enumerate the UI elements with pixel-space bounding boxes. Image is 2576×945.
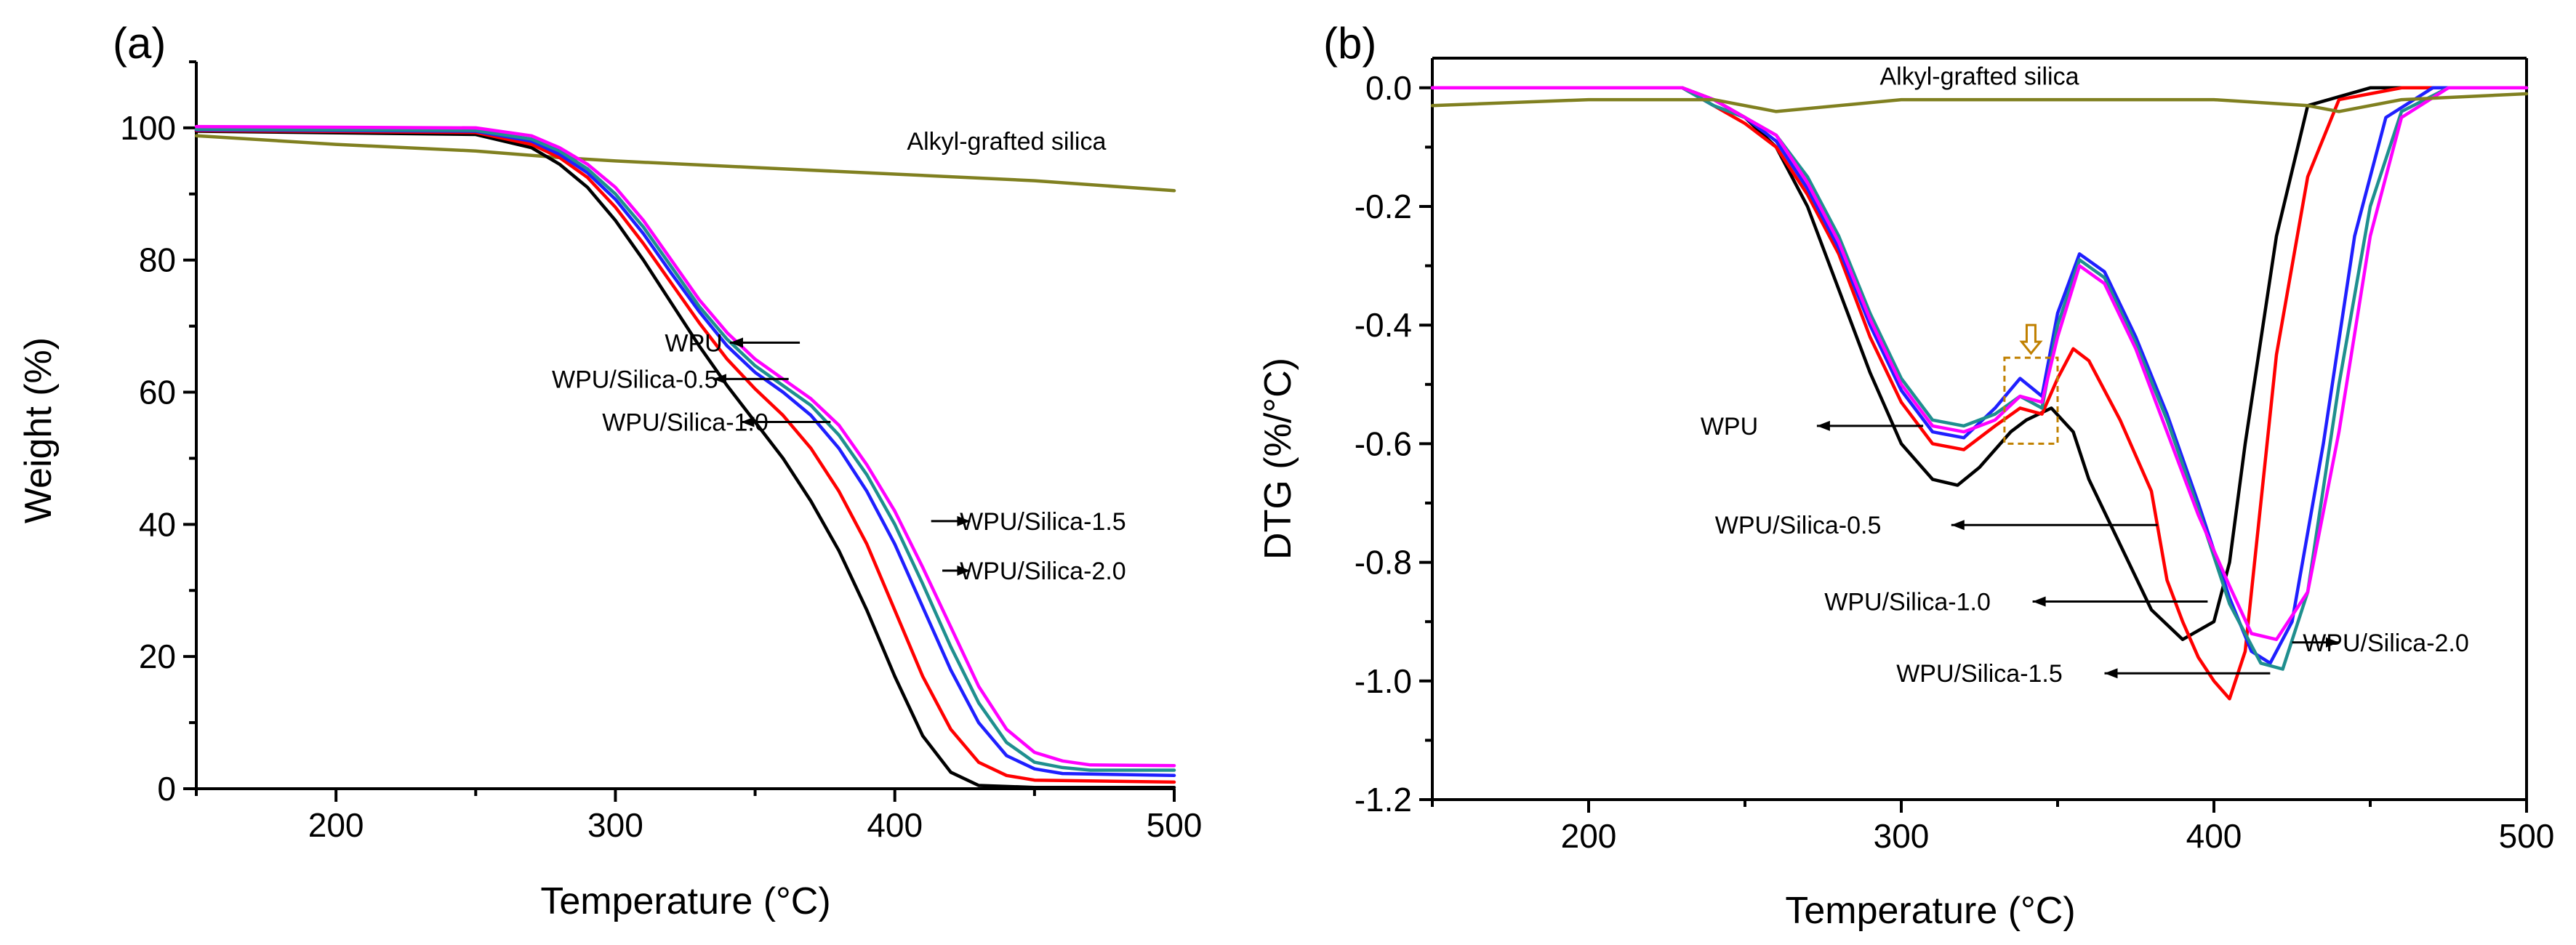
panel-b-series-wpu [1430, 86, 2529, 641]
panel-b-series-alkyl-grafted-silica [1430, 92, 2529, 113]
panel-a-annotation-label: WPU [665, 329, 722, 357]
panel-b-highlight-box [2003, 356, 2059, 445]
panel-a-y-tick-label: 40 [139, 505, 176, 543]
panel-b-series-wpu-silica-1-5 [1430, 86, 2529, 671]
panel-b-series-wpu-silica-1-0 [1430, 86, 2529, 665]
panel-a-weight-chart: (a) Temperature (°C) Weight (%) 200 300 40… [17, 19, 1202, 922]
panel-a-series-wpu [194, 129, 1176, 789]
panel-a-arrowhead-icon [713, 374, 726, 385]
panel-b-x-tick-label: 500 [2499, 817, 2555, 855]
panel-b-y-tick-label: -0.8 [1355, 544, 1412, 582]
panel-b-y-tick-label: -0.4 [1355, 306, 1412, 344]
panel-b-annotation-label: WPU [1701, 413, 1758, 441]
panel-b-arrowhead-icon [2326, 637, 2339, 648]
panel-b-x-tick-label: 400 [2186, 817, 2242, 855]
panel-b-series-wpu-silica-2-0 [1430, 86, 2529, 641]
panel-a-series-alkyl-grafted-silica [194, 134, 1176, 193]
panel-a-x-tick-label: 300 [587, 806, 643, 844]
panel-a-x-axis-title: Temperature (°C) [540, 880, 830, 922]
panel-b-y-tick-label: -1.2 [1355, 781, 1412, 819]
panel-b-x-tick-label: 300 [1874, 817, 1930, 855]
panel-a-arrowhead-icon [729, 337, 743, 348]
panel-a-arrowhead-icon [957, 566, 971, 576]
panel-a-annotation-label: WPU/Silica-1.5 [960, 508, 1126, 536]
panel-b-arrowhead-icon [2032, 596, 2046, 607]
panel-b-y-tick-label: -0.6 [1355, 425, 1412, 462]
panel-a-y-tick-label: 60 [139, 374, 176, 411]
panel-b-x-axis-title: Temperature (°C) [1785, 890, 2075, 932]
panel-a-series-wpu-silica-1-0 [194, 128, 1176, 778]
panel-a-label: (a) [113, 19, 166, 68]
panel-a-annotation-label: Alkyl-grafted silica [907, 128, 1106, 156]
panel-a-annotation-label: WPU/Silica-1.0 [602, 409, 769, 436]
panel-a-series-wpu-silica-0-5 [194, 129, 1176, 784]
panel-b-y-tick-label: -1.0 [1355, 662, 1412, 700]
panel-a-annotation-label: WPU/Silica-0.5 [552, 366, 718, 393]
panel-b-series-wpu-silica-0-5 [1430, 86, 2529, 701]
panel-b-arrowhead-icon [2104, 668, 2118, 679]
panel-b-annotation-label: WPU/Silica-2.0 [2303, 630, 2469, 657]
panel-b-annotation-label: WPU/Silica-1.0 [1824, 588, 1991, 616]
panel-b-y-tick-label: -0.2 [1355, 188, 1412, 225]
panel-a-arrowhead-icon [741, 417, 755, 427]
panel-b-y-axis-title: DTG (%/°C) [1257, 358, 1299, 560]
panel-a-y-tick-label: 0 [157, 770, 176, 808]
panel-a-series-wpu-silica-2-0 [194, 124, 1176, 768]
panel-a-y-tick-label: 80 [139, 241, 176, 279]
panel-a-y-tick-label: 100 [120, 109, 176, 147]
panel-a-annotation-label: WPU/Silica-2.0 [960, 558, 1126, 585]
panel-a-x-tick-label: 500 [1147, 806, 1203, 844]
panel-b-arrowhead-icon [1951, 520, 1965, 531]
panel-b-x-tick-label: 200 [1561, 817, 1617, 855]
panel-b-annotation-label: WPU/Silica-1.5 [1896, 660, 2063, 688]
panel-a-arrowhead-icon [957, 515, 971, 526]
panel-a-x-tick-label: 200 [308, 806, 364, 844]
panel-a-series-wpu-silica-1-5 [194, 127, 1176, 772]
panel-a-y-tick-label: 20 [139, 638, 176, 675]
panel-a-y-axis-title: Weight (%) [17, 337, 60, 523]
panel-b-annotation-label: Alkyl-grafted silica [1880, 63, 2079, 90]
panel-a-x-tick-label: 400 [867, 806, 923, 844]
panel-b-down-arrow-icon [2019, 323, 2043, 355]
panel-b-arrowhead-icon [1816, 420, 1830, 431]
panel-b-annotation-label: WPU/Silica-0.5 [1715, 512, 1882, 539]
panel-b-y-tick-label: 0.0 [1365, 69, 1412, 107]
panel-b-dtg-chart: (b) Temperature (°C) DTG (%/°C) 200 300 40… [1257, 19, 2554, 932]
panel-b-label: (b) [1323, 19, 1376, 68]
